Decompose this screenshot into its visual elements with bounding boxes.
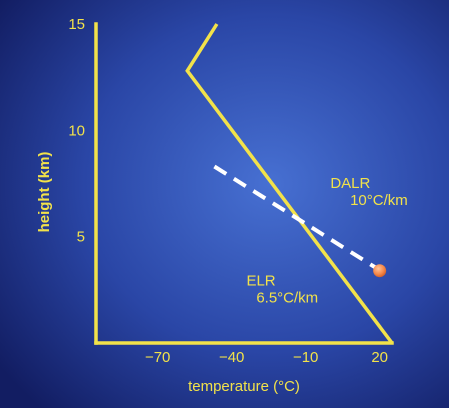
x-axis-label: temperature (°C) [188, 378, 300, 395]
dalr-dashed-line [213, 164, 379, 271]
y-tick-label: 5 [77, 229, 85, 246]
annotations: DALR 10°C/km ELR 6.5°C/km [246, 175, 407, 307]
y-tick-label: 15 [68, 16, 85, 33]
x-tick-labels: −70 −40 −10 20 [145, 349, 388, 366]
elr-line [185, 23, 394, 345]
x-tick-label: −10 [293, 349, 318, 366]
x-tick-label: −40 [219, 349, 244, 366]
y-axis-label: height (km) [36, 152, 53, 233]
y-tick-label: 10 [68, 122, 85, 139]
dalr-label: DALR [330, 175, 370, 192]
x-tick-label: 20 [371, 349, 388, 366]
elr-label: ELR [246, 273, 275, 290]
x-tick-label: −70 [145, 349, 170, 366]
series-layer [185, 23, 394, 345]
y-tick-labels: 5 10 15 [68, 16, 85, 246]
dalr-rate-label: 10°C/km [350, 192, 408, 209]
elr-rate-label: 6.5°C/km [256, 290, 318, 307]
air-parcel-dot [373, 264, 387, 278]
